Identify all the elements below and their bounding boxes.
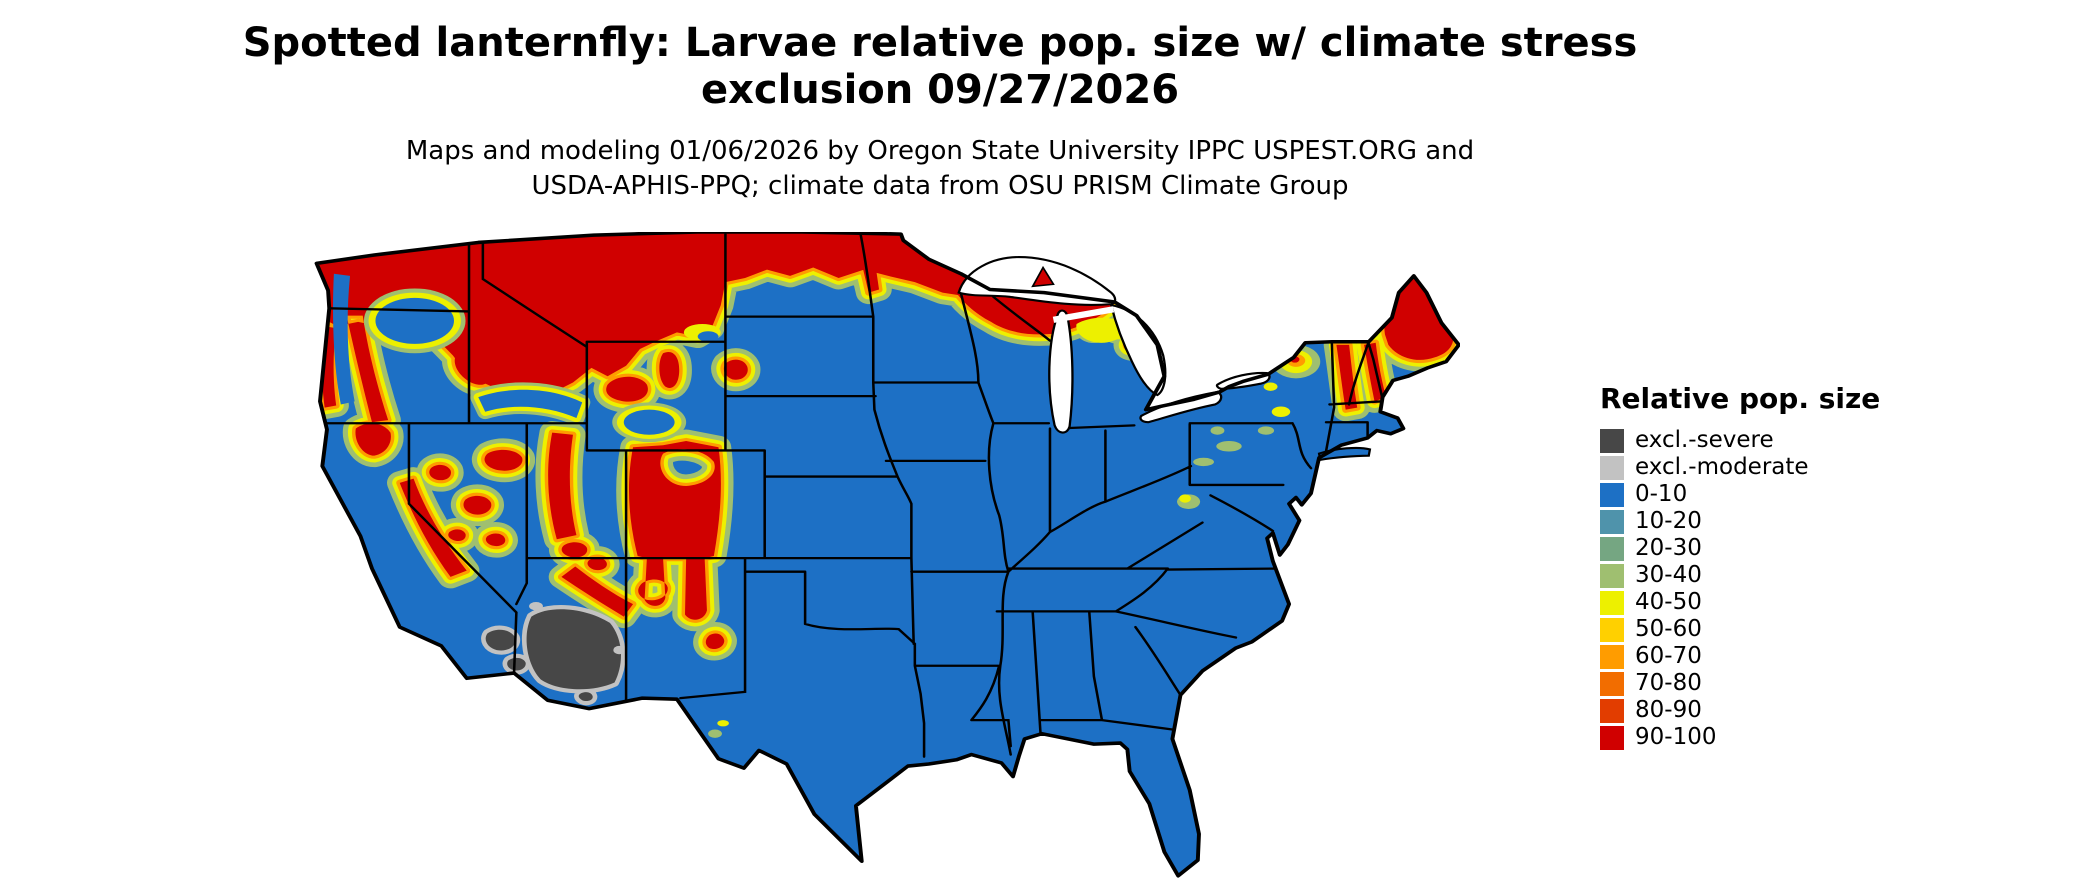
legend-item: excl.-severe [1600, 427, 1880, 454]
legend-swatch [1600, 590, 1624, 615]
legend-swatch [1600, 644, 1624, 669]
legend-swatch [1600, 428, 1624, 453]
legend-label: 50-60 [1635, 616, 1702, 642]
page-subtitle: Maps and modeling 01/06/2026 by Oregon S… [0, 134, 1880, 204]
subtitle-line1: Maps and modeling 01/06/2026 by Oregon S… [405, 136, 1475, 167]
lake-michigan [1048, 309, 1074, 434]
legend-item: 80-90 [1600, 697, 1880, 724]
us-map [305, 232, 1460, 880]
legend-label: 0-10 [1635, 481, 1688, 507]
legend-label: excl.-severe [1635, 427, 1774, 453]
lake-huron [1109, 303, 1167, 397]
legend-item: 10-20 [1600, 508, 1880, 535]
legend-item: 0-10 [1600, 481, 1880, 508]
subtitle-line2: USDA-APHIS-PPQ; climate data from OSU PR… [531, 171, 1349, 202]
straits-of-mackinac [1052, 306, 1115, 323]
eastern-highlands-patches [708, 317, 1321, 738]
legend-swatch [1600, 671, 1624, 696]
legend-label: 10-20 [1635, 508, 1702, 534]
map-raster [316, 232, 1459, 876]
header: Spotted lanternfly: Larvae relative pop.… [0, 20, 1880, 205]
great-lakes [957, 256, 1271, 434]
interior-basin-patches [333, 273, 721, 443]
lake-erie [1139, 390, 1223, 424]
legend-item: 20-30 [1600, 535, 1880, 562]
legend-item: 50-60 [1600, 616, 1880, 643]
title-line2: exclusion 09/27/2026 [700, 67, 1180, 114]
legend-item: 60-70 [1600, 643, 1880, 670]
legend-swatch [1600, 536, 1624, 561]
page-title: Spotted lanternfly: Larvae relative pop.… [0, 20, 1880, 114]
legend-label: 20-30 [1635, 535, 1702, 561]
legend: Relative pop. size excl.-severe excl.-mod… [1600, 382, 1880, 751]
legend-swatch [1600, 563, 1624, 588]
legend-label: 80-90 [1635, 697, 1702, 723]
legend-swatch [1600, 725, 1624, 750]
us-map-svg [314, 232, 1460, 878]
legend-title: Relative pop. size [1600, 382, 1881, 415]
legend-item: 70-80 [1600, 670, 1880, 697]
legend-items: excl.-severe excl.-moderate 0-10 10-20 20-30… [1600, 427, 1880, 751]
legend-label: 40-50 [1635, 589, 1702, 615]
legend-swatch [1600, 509, 1624, 534]
keweenaw-peninsula [1031, 265, 1055, 288]
state-borders [318, 232, 1384, 758]
legend-item: excl.-moderate [1600, 454, 1880, 481]
legend-swatch [1600, 482, 1624, 507]
legend-label: 90-100 [1635, 724, 1717, 750]
legend-label: excl.-moderate [1635, 454, 1809, 480]
legend-swatch [1600, 698, 1624, 723]
legend-label: 70-80 [1635, 670, 1702, 696]
legend-swatch [1600, 455, 1624, 480]
legend-item: 30-40 [1600, 562, 1880, 589]
legend-label: 60-70 [1635, 643, 1702, 669]
title-line1: Spotted lanternfly: Larvae relative pop.… [242, 20, 1638, 66]
legend-item: 90-100 [1600, 724, 1880, 751]
legend-item: 40-50 [1600, 589, 1880, 616]
legend-swatch [1600, 617, 1624, 642]
climate-excluded-zones [486, 601, 625, 701]
legend-label: 30-40 [1635, 562, 1702, 588]
